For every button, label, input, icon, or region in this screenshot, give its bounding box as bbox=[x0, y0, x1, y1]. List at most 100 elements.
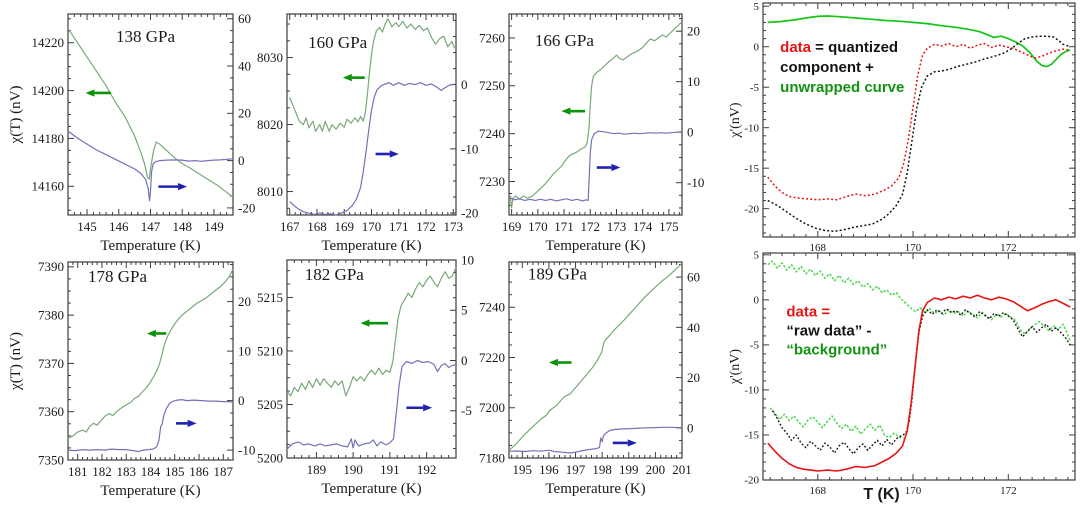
panel-189gpa: 195 196 197 198 199 200 201 7180 7200 7220 7240 0 20… bbox=[479, 261, 700, 497]
annotation-line: data = quantized bbox=[780, 39, 898, 56]
x-axis-label: T (K) bbox=[863, 486, 899, 503]
tick-label: -10 bbox=[744, 122, 759, 134]
quantized-component-curve bbox=[767, 35, 1071, 233]
y-axis-label: χ(T) (nV) bbox=[8, 332, 24, 391]
tick-label: 172 bbox=[416, 219, 436, 234]
left-axis-arrow bbox=[85, 89, 111, 97]
tick-label: 187 bbox=[214, 464, 234, 479]
tick-label: 10 bbox=[461, 252, 474, 267]
tick-label: 8010 bbox=[257, 184, 283, 199]
tick-label: 40 bbox=[238, 58, 251, 73]
tick-label: 5215 bbox=[257, 290, 283, 305]
right-axis-arrow bbox=[375, 150, 399, 158]
axis-ticks bbox=[763, 3, 1075, 237]
tick-label: 0 bbox=[754, 41, 760, 53]
tick-label: 173 bbox=[607, 219, 627, 234]
tick-label: 5 bbox=[461, 303, 468, 318]
x-axis-label: Temperature (K) bbox=[100, 483, 200, 499]
panel-title: 166 GPa bbox=[535, 31, 594, 50]
tick-label: 149 bbox=[204, 219, 224, 234]
panel-title: 178 GPa bbox=[88, 267, 147, 286]
annotation-line: “background” bbox=[786, 342, 887, 359]
tick-label: 186 bbox=[189, 464, 209, 479]
panel-178gpa: 181 182 183 184 185 186 187 7350 7360 7370 7380 739… bbox=[8, 259, 255, 499]
tick-label: 7250 bbox=[479, 78, 505, 93]
tick-label: 20 bbox=[238, 294, 251, 309]
plot-frame bbox=[286, 259, 457, 459]
right-axis-arrow bbox=[596, 163, 621, 172]
tick-label: 0 bbox=[238, 393, 245, 408]
tick-label: -20 bbox=[744, 475, 759, 487]
annotation-line: “raw data” - bbox=[786, 323, 871, 340]
chi-step-curve bbox=[510, 130, 683, 202]
plot-frame bbox=[67, 261, 234, 461]
tick-label: 0 bbox=[238, 153, 245, 168]
tick-label: -5 bbox=[750, 340, 760, 352]
tick-label: 7370 bbox=[38, 356, 64, 371]
tick-label: 60 bbox=[238, 11, 251, 26]
left-axis-arrow bbox=[561, 107, 586, 115]
panel-160gpa: 167 168 169 170 171 172 173 8010 8020 8030 -20 -10 0… bbox=[257, 13, 478, 254]
tick-label: -15 bbox=[744, 163, 759, 175]
left-axis-arrow bbox=[360, 319, 389, 327]
left-axis-arrow bbox=[342, 74, 365, 82]
axis-ticks bbox=[509, 262, 683, 459]
tick-label: 5 bbox=[754, 250, 760, 262]
tick-label: 7220 bbox=[479, 350, 505, 365]
chi-step-curve bbox=[286, 359, 457, 450]
tick-label: 168 bbox=[810, 485, 827, 497]
tick-label: -20 bbox=[744, 203, 759, 215]
tick-label: 0 bbox=[754, 295, 760, 307]
tick-label: 7350 bbox=[38, 452, 64, 467]
tick-label: 20 bbox=[687, 24, 700, 39]
tick-label: 5200 bbox=[257, 450, 283, 465]
tick-label: 201 bbox=[672, 462, 692, 477]
tick-label: 173 bbox=[444, 219, 464, 234]
tick-label: 148 bbox=[172, 219, 192, 234]
tick-label: 190 bbox=[343, 462, 363, 477]
x-axis-label: Temperature (K) bbox=[321, 481, 421, 497]
tick-label: 168 bbox=[810, 242, 827, 254]
tick-label: 14220 bbox=[32, 35, 65, 50]
tick-label: 191 bbox=[380, 462, 400, 477]
tick-label: 20 bbox=[687, 370, 700, 385]
tick-label: 146 bbox=[109, 219, 129, 234]
axis-ticks bbox=[67, 262, 234, 461]
tick-label: 183 bbox=[116, 464, 136, 479]
tick-label: 8030 bbox=[257, 50, 283, 65]
panel-title: 160 GPa bbox=[308, 33, 367, 52]
right-axis-arrow bbox=[175, 419, 197, 427]
y-axis-label: χ'(nV) bbox=[728, 349, 743, 386]
tick-label: 14160 bbox=[32, 179, 65, 194]
tick-label: 199 bbox=[619, 462, 639, 477]
tick-label: 171 bbox=[389, 219, 409, 234]
plot-frame bbox=[508, 261, 683, 459]
unwrapped-curve bbox=[767, 15, 1071, 68]
tick-label: 167 bbox=[280, 219, 300, 234]
tick-label: 20 bbox=[238, 106, 251, 121]
data-curve bbox=[767, 294, 1071, 472]
tick-label: 0 bbox=[687, 125, 694, 140]
x-axis-label: Temperature (K) bbox=[321, 238, 421, 254]
background-curve bbox=[767, 260, 1071, 342]
chi-step-curve bbox=[508, 426, 683, 454]
tick-label: 174 bbox=[633, 219, 653, 234]
tick-label: 197 bbox=[566, 462, 586, 477]
tick-label: -10 bbox=[744, 385, 759, 397]
tick-label: 5 bbox=[754, 1, 760, 13]
tick-label: 170 bbox=[905, 485, 922, 497]
axis-ticks bbox=[763, 253, 1075, 481]
tick-label: 60 bbox=[687, 269, 700, 284]
y-axis-label: χ'(nV) bbox=[728, 102, 743, 139]
annotation-line: component + bbox=[780, 59, 874, 76]
right-axis-arrow bbox=[612, 439, 637, 447]
tick-label: 7180 bbox=[479, 450, 505, 465]
background-lower-curve bbox=[769, 407, 904, 440]
tick-label: 145 bbox=[77, 219, 97, 234]
tick-label: 0 bbox=[461, 353, 468, 368]
tick-label: 172 bbox=[581, 219, 601, 234]
chi-curve bbox=[286, 267, 457, 397]
chi-step-curve bbox=[67, 399, 234, 453]
tick-label: -10 bbox=[461, 141, 478, 156]
